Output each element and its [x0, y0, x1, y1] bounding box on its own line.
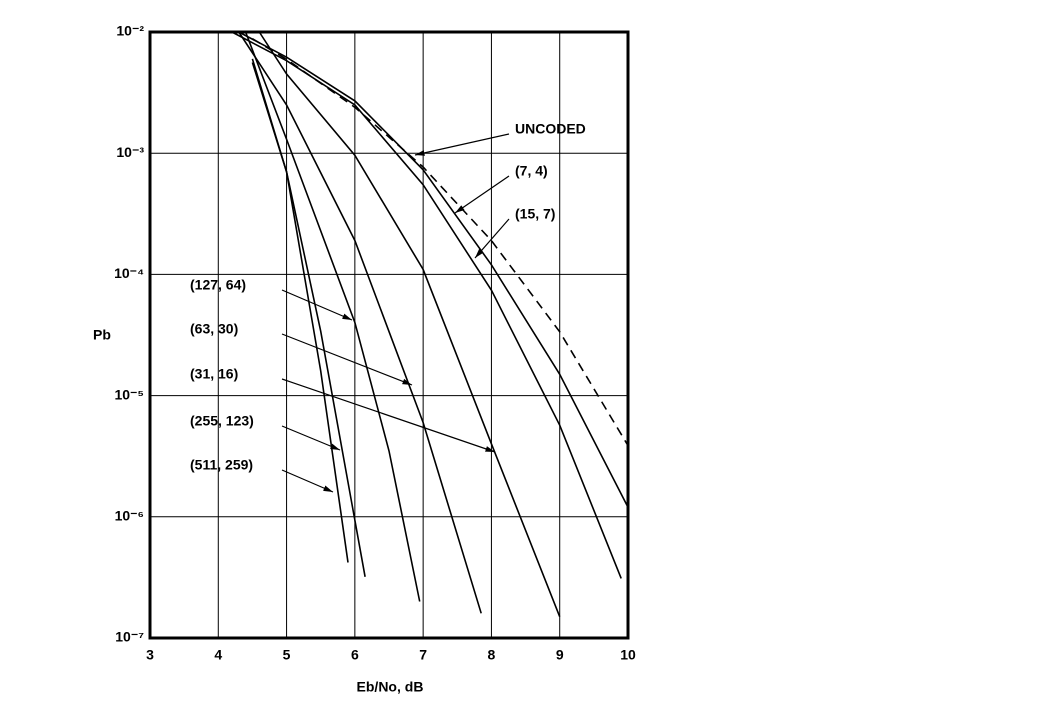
x-tick-label: 9 — [556, 647, 564, 663]
series-label: (63, 30) — [190, 321, 238, 337]
y-axis-label: Pb — [93, 327, 111, 343]
series-label: (255, 123) — [190, 413, 254, 429]
line-series — [251, 62, 349, 563]
x-tick-label: 6 — [351, 647, 359, 663]
x-tick-label: 10 — [620, 647, 636, 663]
label-arrow — [281, 378, 496, 453]
series-label: (15, 7) — [515, 206, 555, 222]
y-tick-label: 10⁻² — [116, 23, 144, 39]
label-arrow — [454, 175, 510, 214]
x-tick-label: 8 — [488, 647, 496, 663]
line-series — [251, 38, 629, 447]
y-tick-label: 10⁻⁷ — [115, 629, 144, 645]
label-arrow — [281, 289, 353, 321]
series-label: (7, 4) — [515, 163, 548, 179]
line-series — [231, 31, 622, 579]
label-arrow — [281, 333, 413, 386]
label-arrow — [414, 133, 510, 156]
plot-frame — [148, 30, 630, 640]
y-tick-label: 10⁻³ — [116, 144, 144, 160]
line-series — [258, 31, 561, 617]
x-tick-label: 4 — [214, 647, 222, 663]
series-label: (511, 259) — [190, 457, 253, 473]
x-tick-label: 3 — [146, 647, 154, 663]
label-arrow — [281, 469, 334, 493]
series-label: (127, 64) — [190, 277, 246, 293]
y-tick-label: 10⁻⁴ — [114, 265, 144, 281]
series-label: UNCODED — [515, 121, 586, 137]
series-label: (31, 16) — [190, 366, 238, 382]
y-tick-label: 10⁻⁶ — [115, 508, 144, 524]
line-series — [238, 31, 482, 614]
y-tick-label: 10⁻⁵ — [114, 386, 144, 402]
line-series — [238, 31, 629, 508]
x-tick-label: 7 — [419, 647, 427, 663]
label-arrow — [281, 425, 341, 451]
label-arrow — [474, 218, 510, 259]
x-tick-label: 5 — [283, 647, 291, 663]
x-axis-label: Eb/No, dB — [357, 679, 424, 695]
line-series — [244, 31, 421, 602]
